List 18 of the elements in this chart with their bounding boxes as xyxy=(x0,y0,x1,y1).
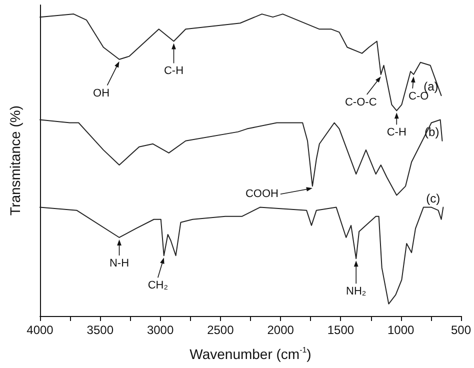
y-axis-title: Transmitance (%) xyxy=(7,106,23,216)
annotation: C-H xyxy=(164,65,184,78)
x-tick-label: 2500 xyxy=(207,323,234,337)
annotation: N-H xyxy=(109,257,130,270)
x-tick-label: 3500 xyxy=(86,323,114,337)
x-tick-label: 500 xyxy=(450,323,472,337)
annotation: C-O-C xyxy=(344,96,377,108)
annotation: C-H xyxy=(386,126,406,139)
x-tick-label: 1000 xyxy=(387,323,415,337)
annotation: COOH xyxy=(245,188,278,200)
annotation: CH₂ xyxy=(148,280,168,292)
x-tick-label: 4000 xyxy=(26,323,54,337)
annotation: OH xyxy=(93,87,110,100)
x-tick-label: 3000 xyxy=(146,323,174,337)
x-tick-label: 2000 xyxy=(267,323,294,337)
series-label: (c) xyxy=(426,191,440,206)
annotation: NH₂ xyxy=(346,286,366,298)
x-tick-label: 1500 xyxy=(327,323,354,337)
